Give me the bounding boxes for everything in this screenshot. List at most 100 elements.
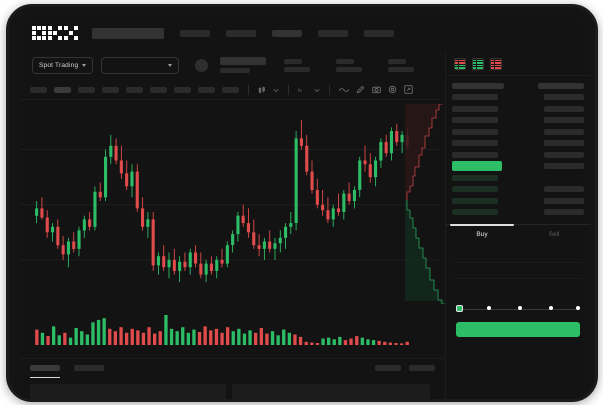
app-screen: Spot Trading (20, 16, 590, 399)
pair-coin-avatar (195, 58, 209, 72)
logo-letter-k-icon (48, 26, 62, 40)
toolbar-divider (248, 84, 249, 95)
orderbook-both-icon[interactable] (454, 58, 466, 70)
indicators-chevron-icon[interactable] (314, 87, 320, 93)
chart-type-chevron-icon[interactable] (273, 87, 279, 93)
orderbook-price (452, 151, 498, 158)
ticker-label (388, 58, 407, 64)
orderbook-ask-row[interactable] (452, 138, 584, 150)
orderbook-spread-highlight (452, 161, 502, 172)
slider-stop-25[interactable] (487, 306, 491, 310)
chevron-down-icon (82, 63, 87, 67)
nav-item-0[interactable] (180, 29, 210, 37)
chart-toolbar: fx (20, 80, 440, 100)
submit-buy-button[interactable] (456, 322, 580, 337)
ticker-stat-1 (336, 58, 363, 72)
trading-mode-selector[interactable]: Spot Trading (32, 56, 94, 74)
bottom-tab-active-underline (30, 377, 60, 378)
timeframe-7[interactable] (198, 86, 215, 93)
indicators-icon[interactable]: fx (298, 86, 307, 94)
timeframe-5[interactable] (150, 86, 167, 93)
orderbook-ask-row[interactable] (452, 103, 584, 115)
orderbook-amount (544, 186, 584, 193)
order-amount-slider[interactable] (456, 305, 580, 313)
order-field-0[interactable] (454, 247, 582, 263)
ticker-stats (284, 58, 415, 72)
logo-letter-o-icon (32, 26, 46, 40)
bottom-card-1[interactable] (232, 384, 430, 399)
orderbook-spread-amount (544, 163, 584, 170)
bottom-panel-cards (30, 384, 435, 399)
candlestick-chart[interactable] (20, 101, 440, 299)
toolbar-divider (288, 84, 289, 95)
chart-type-icon[interactable] (258, 86, 266, 94)
order-field-1[interactable] (454, 263, 582, 279)
orderbook-bid-row[interactable] (452, 184, 584, 196)
slider-stop-50[interactable] (518, 306, 522, 310)
timeframe-6[interactable] (174, 86, 191, 93)
timeframe-1[interactable] (54, 86, 71, 93)
tab-buy[interactable]: Buy (476, 231, 488, 238)
timeframe-8[interactable] (222, 86, 239, 93)
orderbook-bid-row[interactable] (452, 195, 584, 207)
timeframe-3[interactable] (102, 86, 119, 93)
nav-item-4[interactable] (364, 29, 394, 37)
orderbook-ask-row[interactable] (452, 92, 584, 104)
orderbook-price (452, 94, 498, 101)
timeframe-2[interactable] (78, 86, 95, 93)
nav-item-2[interactable] (272, 29, 302, 37)
orderbook-price (452, 140, 498, 147)
bottom-action-1[interactable] (409, 365, 435, 371)
line-indicator-icon[interactable] (339, 86, 349, 94)
svg-text:fx: fx (298, 88, 302, 94)
bottom-panel-tabs (30, 365, 435, 378)
fullscreen-icon[interactable] (404, 85, 413, 94)
drawing-pencil-icon[interactable] (356, 85, 365, 94)
timeframe-4[interactable] (126, 86, 143, 93)
orderbook-bids-icon[interactable] (472, 58, 484, 70)
orderbook-amount (544, 209, 584, 216)
timeframe-0[interactable] (30, 86, 47, 93)
orderbook-ask-row[interactable] (452, 149, 584, 161)
bottom-tab-0[interactable] (30, 365, 60, 371)
logo-letter-x-icon (64, 26, 78, 40)
orderbook-bid-row[interactable] (452, 172, 584, 184)
orderbook-amount (544, 117, 584, 124)
bottom-card-0[interactable] (30, 384, 226, 399)
search-input[interactable] (92, 27, 164, 39)
bottom-tab-1[interactable] (74, 365, 104, 371)
chevron-down-icon (168, 63, 173, 67)
orderbook-price (452, 174, 498, 181)
orderbook-amount (544, 94, 584, 101)
orderbook-amount (544, 128, 584, 135)
screenshot-camera-icon[interactable] (372, 85, 381, 94)
volume-chart (20, 301, 440, 363)
buy-tab-underline (450, 224, 514, 226)
slider-stop-75[interactable] (549, 306, 553, 310)
bottom-action-0[interactable] (375, 365, 401, 371)
slider-handle[interactable] (456, 305, 463, 312)
ticker-stat-0 (284, 58, 311, 72)
slider-stop-100[interactable] (576, 306, 580, 310)
okx-logo[interactable] (32, 26, 78, 40)
orderbook-amount (544, 140, 584, 147)
orderbook-ask-row[interactable] (452, 115, 584, 127)
chart-settings-gear-icon[interactable] (388, 85, 397, 94)
orderbook-price (452, 197, 498, 204)
pair-selector[interactable] (101, 56, 180, 74)
order-field-2[interactable] (454, 279, 582, 295)
orderbook-price (452, 105, 498, 112)
tab-sell[interactable]: Sell (548, 231, 560, 238)
orderbook-header-price (452, 82, 504, 89)
nav-item-1[interactable] (226, 29, 256, 37)
orderbook-bid-row[interactable] (452, 207, 584, 219)
trade-sidebar: Buy Sell (445, 52, 590, 399)
orderbook-spread-row[interactable] (452, 161, 584, 173)
orderbook-asks-icon[interactable] (490, 58, 502, 70)
orderbook-ask-row[interactable] (452, 126, 584, 138)
primary-nav (180, 29, 394, 37)
orderbook-amount (544, 105, 584, 112)
nav-item-3[interactable] (318, 29, 348, 37)
orderbook-price (452, 209, 498, 216)
